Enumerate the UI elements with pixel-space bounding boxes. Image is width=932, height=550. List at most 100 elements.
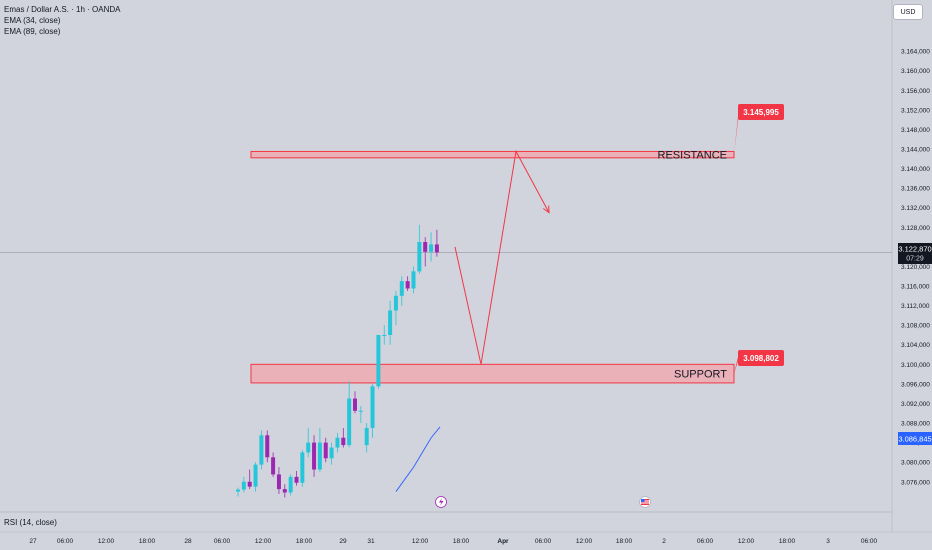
price-tick-label: 3.088,000 bbox=[901, 421, 930, 428]
resistance-price-tag bbox=[738, 104, 784, 120]
candle[interactable] bbox=[411, 266, 416, 294]
price-tick-label: 3.148,000 bbox=[901, 127, 930, 134]
candle[interactable] bbox=[382, 325, 387, 345]
candle[interactable] bbox=[259, 430, 264, 470]
projection-path[interactable] bbox=[454, 149, 550, 365]
candle[interactable] bbox=[247, 469, 252, 490]
candle[interactable] bbox=[388, 300, 393, 345]
candle[interactable] bbox=[312, 435, 317, 477]
currency-button[interactable]: USD bbox=[893, 4, 923, 20]
price-tick-label: 3.080,000 bbox=[901, 460, 930, 467]
candle-body bbox=[376, 334, 381, 387]
price-tick-label: 3.128,000 bbox=[901, 225, 930, 232]
candle-body bbox=[388, 310, 393, 335]
candle-body bbox=[347, 398, 352, 446]
support-tag-pointer bbox=[734, 353, 739, 374]
price-tick-label: 3.136,000 bbox=[901, 186, 930, 193]
candle[interactable] bbox=[271, 452, 276, 477]
candle[interactable] bbox=[347, 381, 352, 448]
candle[interactable] bbox=[434, 229, 439, 257]
rsi-legend[interactable]: RSI (14, close) bbox=[4, 518, 57, 527]
time-axis[interactable]: 27 06:00 12:00 18:00 28 06:00 12:00 18:00 29 31 12… bbox=[29, 538, 877, 545]
candle-body bbox=[434, 244, 439, 253]
candle[interactable] bbox=[276, 467, 281, 494]
price-tick-label: 3.076,000 bbox=[901, 479, 930, 486]
candle-body bbox=[329, 447, 334, 459]
candle[interactable] bbox=[376, 334, 381, 389]
ema-price-tag bbox=[898, 432, 932, 445]
price-tick-label: 3.104,000 bbox=[901, 342, 930, 349]
candle[interactable] bbox=[265, 430, 270, 463]
candle-body bbox=[335, 437, 340, 448]
candle-body bbox=[370, 386, 375, 428]
price-tick-label: 3.108,000 bbox=[901, 323, 930, 330]
chart-legend: Emas / Dollar A.S. · 1h · OANDA EMA (34,… bbox=[4, 4, 120, 37]
us-flag-icon bbox=[641, 499, 649, 505]
candle[interactable] bbox=[317, 427, 322, 472]
candle[interactable] bbox=[294, 471, 299, 486]
time-tick-label: 3 bbox=[826, 538, 830, 545]
symbol-title[interactable]: Emas / Dollar A.S. · 1h · OANDA bbox=[4, 5, 121, 14]
candle[interactable] bbox=[364, 423, 369, 453]
time-tick-label: 18:00 bbox=[453, 538, 470, 545]
candle[interactable] bbox=[335, 432, 340, 453]
candle[interactable] bbox=[341, 427, 346, 448]
support-zone-label: SUPPORT bbox=[674, 369, 727, 381]
time-tick-label: 28 bbox=[184, 538, 192, 545]
current-price-tag-value: 3.122,870 bbox=[898, 245, 931, 254]
ema-line bbox=[395, 426, 441, 492]
candle[interactable] bbox=[429, 232, 434, 262]
price-tick-label: 3.120,000 bbox=[901, 264, 930, 271]
flag-stripe bbox=[641, 500, 649, 502]
axis-price-tags: 3.122,870 07:29 3.086,845 bbox=[898, 243, 932, 445]
support-price-tag-value: 3.098,802 bbox=[743, 354, 779, 363]
candle[interactable] bbox=[393, 290, 398, 326]
candle-body bbox=[300, 452, 305, 483]
candle[interactable] bbox=[417, 224, 422, 274]
time-tick-label: 29 bbox=[339, 538, 347, 545]
price-axis[interactable]: 3.164,000 3.160,000 3.156,000 3.152,000 3.14… bbox=[901, 49, 930, 487]
candle[interactable] bbox=[253, 462, 258, 492]
candle[interactable] bbox=[405, 276, 410, 291]
candle-body bbox=[294, 476, 299, 483]
candle[interactable] bbox=[329, 442, 334, 465]
ema89-legend[interactable]: EMA (89, close) bbox=[4, 27, 61, 36]
candle[interactable] bbox=[282, 484, 287, 498]
candle-body bbox=[276, 474, 281, 490]
price-tick-label: 3.140,000 bbox=[901, 166, 930, 173]
support-zone[interactable] bbox=[250, 363, 735, 384]
time-tick-label: 12:00 bbox=[412, 538, 429, 545]
candle-body bbox=[288, 476, 293, 493]
candle[interactable] bbox=[423, 237, 428, 267]
candle-body bbox=[429, 244, 434, 252]
time-tick-label: 12:00 bbox=[738, 538, 755, 545]
candle[interactable] bbox=[288, 474, 293, 496]
event-icons[interactable] bbox=[435, 496, 651, 508]
candle[interactable] bbox=[241, 476, 246, 493]
candle[interactable] bbox=[323, 437, 328, 463]
candle-body bbox=[253, 464, 258, 487]
candle-body bbox=[241, 481, 246, 490]
candle[interactable] bbox=[300, 449, 305, 487]
ema34-legend[interactable]: EMA (34, close) bbox=[4, 16, 61, 25]
candle-body bbox=[236, 489, 240, 492]
candle[interactable] bbox=[236, 487, 240, 497]
candle[interactable] bbox=[353, 391, 357, 414]
candle-body bbox=[423, 241, 428, 252]
candle-body bbox=[399, 281, 404, 296]
time-tick-label: 18:00 bbox=[616, 538, 633, 545]
projection-arrow[interactable] bbox=[454, 149, 550, 365]
candle-body bbox=[417, 241, 422, 272]
time-tick-label: 06:00 bbox=[535, 538, 552, 545]
price-tick-label: 3.156,000 bbox=[901, 88, 930, 95]
candles[interactable] bbox=[236, 224, 439, 498]
candle[interactable] bbox=[399, 276, 404, 306]
time-tick-label: 12:00 bbox=[255, 538, 272, 545]
time-tick-label: 18:00 bbox=[139, 538, 156, 545]
candle[interactable] bbox=[358, 405, 363, 424]
candle[interactable] bbox=[370, 383, 375, 438]
zones[interactable]: RESISTANCE 3.145,995 SUPPORT 3.098,802 bbox=[250, 104, 784, 384]
candle[interactable] bbox=[306, 427, 311, 458]
